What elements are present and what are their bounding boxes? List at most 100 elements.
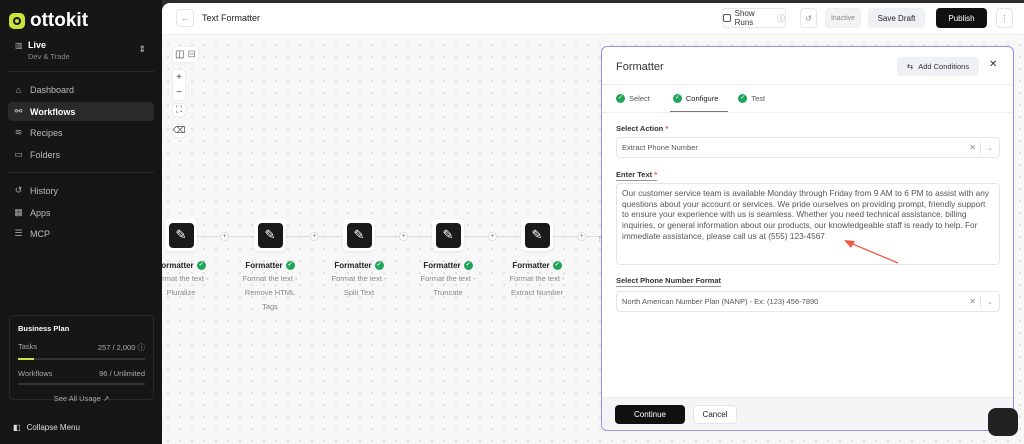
add-conditions-label: Add Conditions xyxy=(918,62,970,71)
phone-format-label: Select Phone Number Format xyxy=(616,276,722,287)
chevron-down-icon[interactable]: ⌄ xyxy=(987,298,993,306)
add-step-button[interactable]: + xyxy=(399,232,408,241)
eraser-icon[interactable]: ⌫ xyxy=(172,124,186,138)
tab-select[interactable]: ✓ Select xyxy=(616,85,660,112)
chat-widget-button[interactable] xyxy=(988,408,1018,436)
back-button[interactable]: ← xyxy=(176,9,194,27)
tasks-label: Tasks xyxy=(18,342,38,351)
nav-recipes[interactable]: ≋ Recipes xyxy=(8,123,154,142)
folder-icon: ▭ xyxy=(14,149,23,159)
check-icon: ✓ xyxy=(463,261,473,270)
add-step-button[interactable]: + xyxy=(310,232,319,241)
node-desc: Split Text xyxy=(343,288,375,297)
node-desc: Format the text - xyxy=(509,274,565,283)
nav-label: History xyxy=(30,185,59,196)
info-icon[interactable]: ⓘ xyxy=(137,343,146,352)
more-options-button[interactable]: ⋮ xyxy=(996,8,1013,28)
continue-button[interactable]: Continue xyxy=(615,405,685,424)
nav-label: Recipes xyxy=(30,127,63,138)
selected-value: North American Number Plan (NANP) - Ex: … xyxy=(622,297,819,306)
tasks-value: 257 / 2,000 ⓘ xyxy=(98,342,145,353)
fit-view-icon[interactable]: ⛶ xyxy=(172,103,186,117)
add-step-button[interactable]: + xyxy=(577,232,586,241)
required-marker: * xyxy=(665,124,669,133)
cancel-button[interactable]: Cancel xyxy=(693,405,737,424)
tasks-progress-bar xyxy=(18,358,145,360)
ottokit-logo-icon xyxy=(9,13,25,29)
close-icon[interactable]: ✕ xyxy=(989,59,998,70)
workflow-node[interactable]: ✎ Formatter ✓ Format the text - Remove HTML T… xyxy=(225,219,315,312)
clear-icon[interactable]: ✕ xyxy=(969,143,976,152)
node-name: Formatter xyxy=(512,261,550,270)
workflow-node[interactable]: ✎ Formatter✓ Format the text - Pluralize xyxy=(162,219,226,298)
tasks-progress-fill xyxy=(18,358,35,360)
node-desc: Extract Number xyxy=(510,288,564,297)
check-icon: ✓ xyxy=(616,94,625,103)
see-all-usage-link[interactable]: See All Usage ↗ xyxy=(53,394,110,403)
node-desc: Pluralize xyxy=(166,288,196,297)
status-badge[interactable]: Inactive xyxy=(825,8,861,28)
add-step-button[interactable]: + xyxy=(488,232,497,241)
zoom-controls: + − xyxy=(172,69,186,101)
history-icon: ↺ xyxy=(805,13,812,23)
vertical-layout-icon[interactable]: ◫ xyxy=(175,49,185,60)
node-name: Formatter xyxy=(162,261,194,270)
pencil-icon: ✎ xyxy=(168,222,194,248)
server-icon: ☰ xyxy=(14,228,23,238)
history-button[interactable]: ↺ xyxy=(800,8,817,28)
nav-label: Dashboard xyxy=(30,84,75,95)
nav-workflows[interactable]: ⚯ Workflows xyxy=(8,102,154,121)
node-desc: Truncate xyxy=(433,288,463,297)
layers-icon: ≋ xyxy=(14,127,23,137)
workflow-node[interactable]: ✎ Formatter ✓ Format the text - Extract Numb… xyxy=(492,219,582,298)
nav-apps[interactable]: ▦ Apps xyxy=(8,203,154,222)
phone-format-dropdown[interactable]: North American Number Plan (NANP) - Ex: … xyxy=(616,291,1000,312)
checkbox[interactable] xyxy=(723,14,731,22)
horizontal-layout-icon[interactable]: ⊟ xyxy=(187,49,196,60)
add-conditions-button[interactable]: ⇆ Add Conditions xyxy=(897,57,979,76)
chevron-down-icon[interactable]: ⌄ xyxy=(987,144,993,152)
clear-icon[interactable]: ✕ xyxy=(969,297,976,306)
tab-label: Configure xyxy=(685,93,719,103)
grid-icon: ▦ xyxy=(14,207,23,217)
show-runs-toggle[interactable]: Show Runs ⓘ xyxy=(722,8,786,28)
check-icon: ✓ xyxy=(672,93,682,103)
workflow-node[interactable]: ✎ Formatter ✓ Format the text - Split Text xyxy=(314,219,404,298)
label-text: Select Action xyxy=(616,124,664,133)
check-icon: ✓ xyxy=(285,261,295,270)
publish-button[interactable]: Publish xyxy=(936,8,987,28)
save-draft-button[interactable]: Save Draft xyxy=(868,8,925,28)
nav-dashboard[interactable]: ⌂ Dashboard xyxy=(8,80,154,99)
environment-switcher[interactable]: ▥ Live Dev & Trade ⇕ xyxy=(10,40,152,61)
nav-history[interactable]: ↺ History xyxy=(8,181,154,200)
tab-label: Select xyxy=(629,94,650,103)
nav-folders[interactable]: ▭ Folders xyxy=(8,145,154,164)
panel-title: Formatter xyxy=(616,61,664,73)
collapse-menu-button[interactable]: ◧ Collapse Menu xyxy=(13,423,80,432)
zoom-out-icon[interactable]: − xyxy=(176,87,182,98)
sidebar-collapse-icon: ◧ xyxy=(13,423,21,432)
tab-label: Test xyxy=(751,94,766,103)
add-step-button[interactable]: + xyxy=(220,232,229,241)
selected-value: Extract Phone Number xyxy=(622,143,698,152)
panel-tabs: ✓ Select ✓ Configure ✓ Test xyxy=(602,85,1013,113)
enter-text-textarea[interactable]: Our customer service team is available M… xyxy=(616,183,1000,265)
tab-test[interactable]: ✓ Test xyxy=(738,85,775,112)
drag-handle-icon[interactable]: ⠿ xyxy=(598,235,604,244)
node-desc: Remove HTML xyxy=(244,288,296,297)
tab-configure[interactable]: ✓ Configure xyxy=(669,85,729,112)
divider xyxy=(9,71,154,72)
select-action-dropdown[interactable]: Extract Phone Number ✕ ⌄ xyxy=(616,137,1000,158)
top-bar: ← Text Formatter Show Runs ⓘ ↺ Inactive S… xyxy=(162,3,1024,35)
pencil-icon: ✎ xyxy=(524,222,550,248)
node-name: Formatter xyxy=(334,261,372,270)
nav-mcp[interactable]: ☰ MCP xyxy=(8,224,154,243)
connector-line xyxy=(192,236,602,237)
home-icon: ⌂ xyxy=(15,84,22,95)
node-name: Formatter xyxy=(245,261,283,270)
collapse-label: Collapse Menu xyxy=(26,423,80,432)
logo[interactable]: ottokit xyxy=(9,10,88,32)
nav-label: MCP xyxy=(30,228,50,239)
zoom-in-icon[interactable]: + xyxy=(176,72,182,83)
workflow-node[interactable]: ✎ Formatter ✓ Format the text - Truncate xyxy=(403,219,493,298)
